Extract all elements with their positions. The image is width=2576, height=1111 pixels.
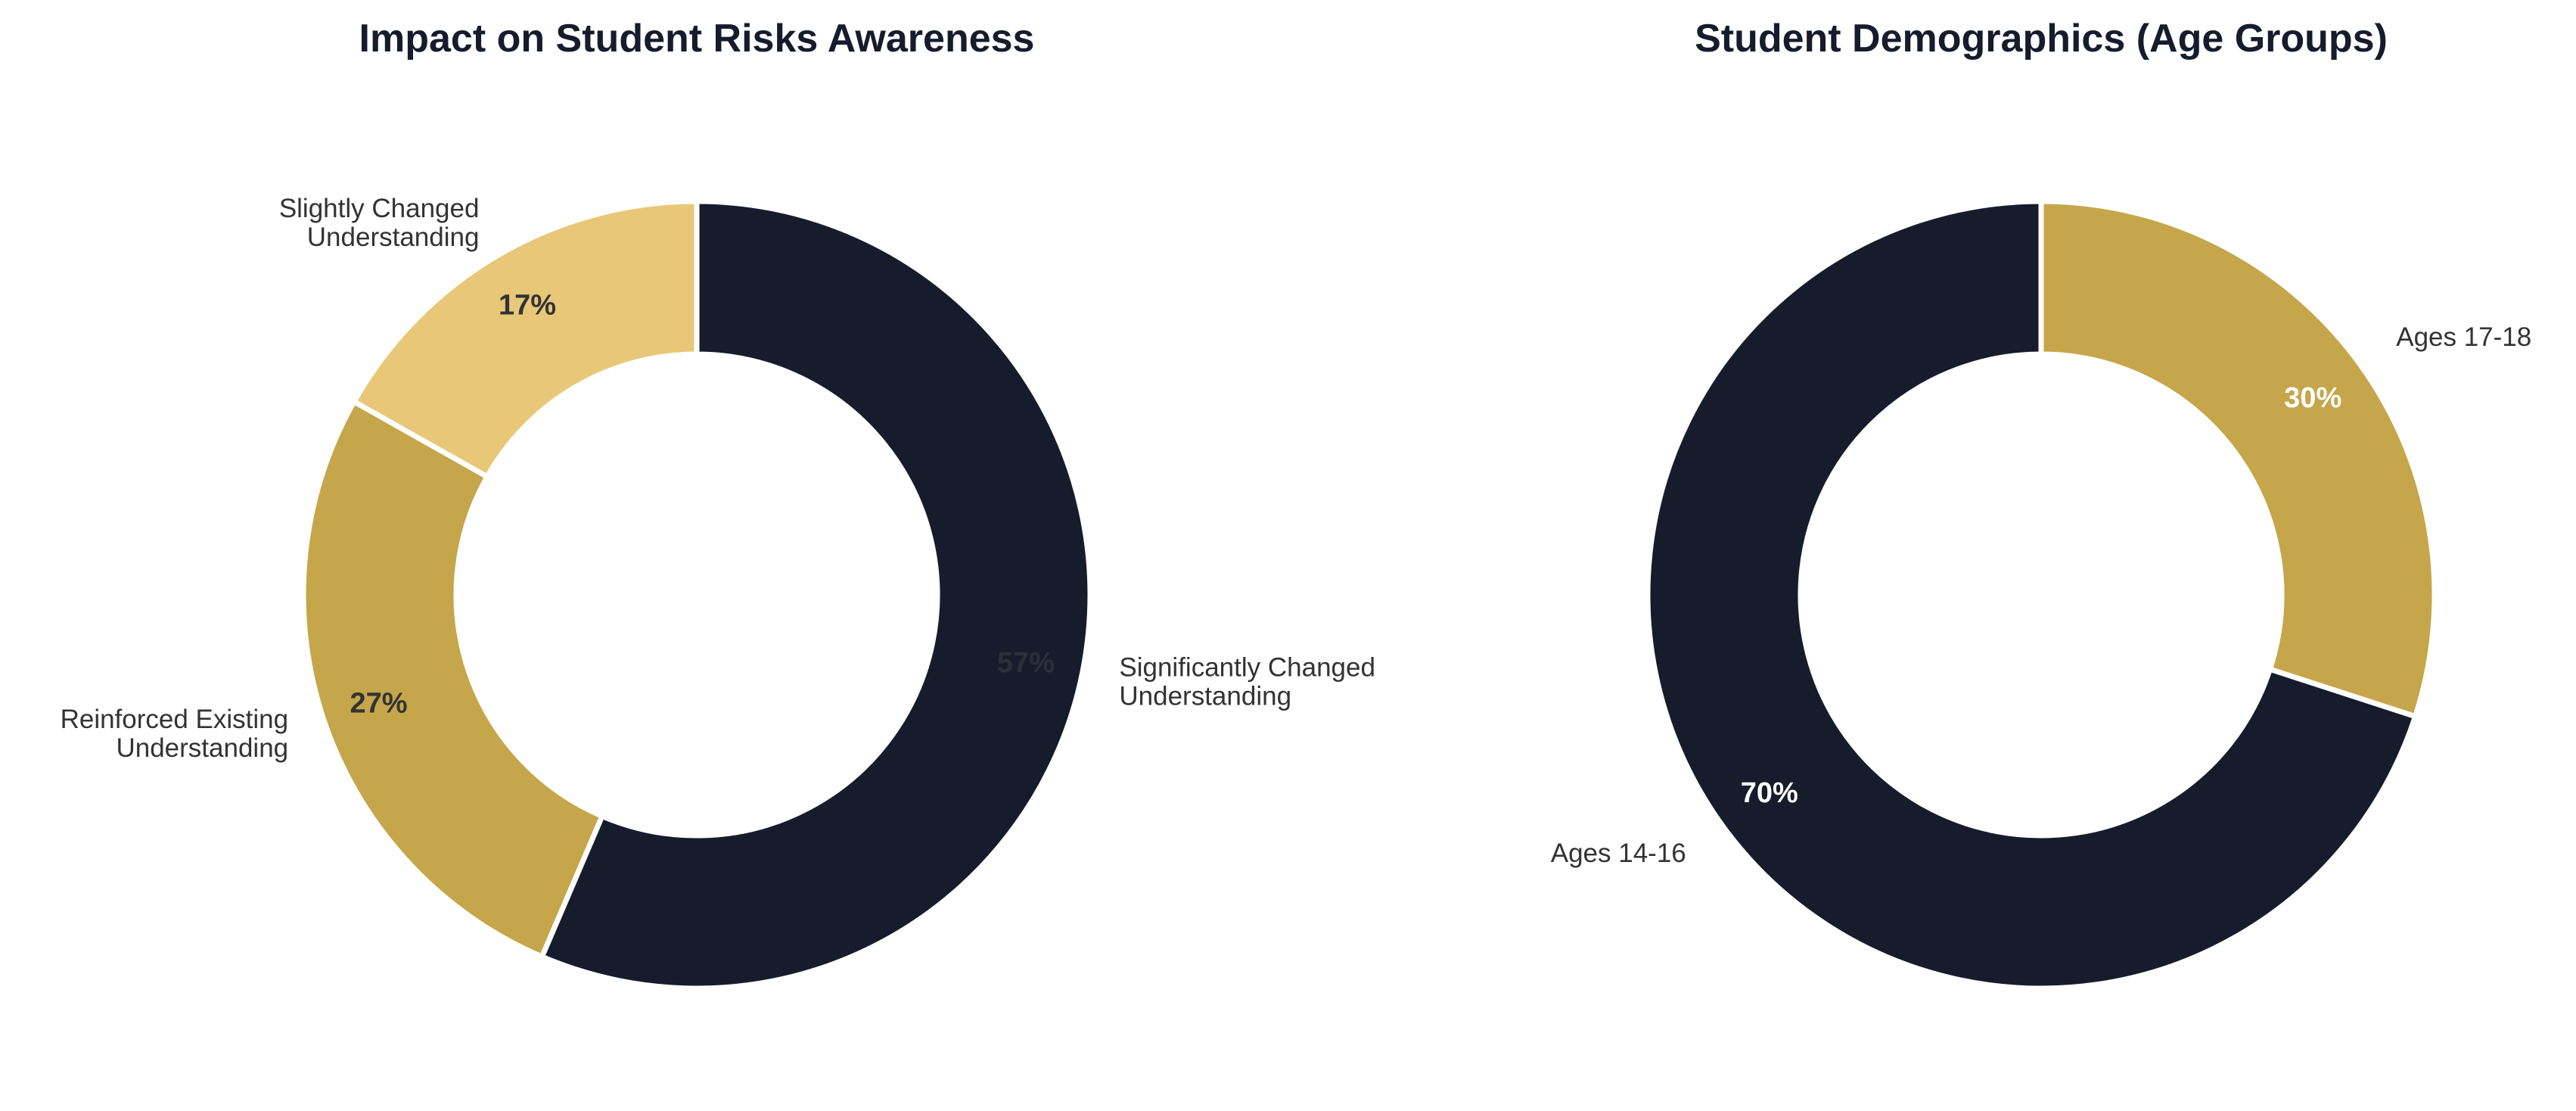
donut-slices <box>1645 198 2438 991</box>
category-label-ages-17-18: Ages 17-18 <box>2396 322 2531 352</box>
value-label-ages-17-18: 30% <box>2284 382 2341 414</box>
category-labels: Significantly Changed Understanding Reinfo… <box>61 194 1375 763</box>
chart-title: Impact on Student Risks Awareness <box>359 17 1035 61</box>
value-label-significantly-changed-understanding: 57% <box>997 647 1055 679</box>
value-label-ages-14-16: 70% <box>1741 777 1798 809</box>
category-labels: Ages 17-18 Ages 14-16 <box>1551 322 2532 868</box>
value-label-slightly-changed-understanding: 17% <box>499 290 556 322</box>
category-label-ages-14-16: Ages 14-16 <box>1551 839 1686 868</box>
donut-chart-risk-awareness: Impact on Student Risks Awareness 57% 27%… <box>61 17 1375 991</box>
category-label-slightly-changed-understanding: Slightly Changed Understanding <box>279 194 480 252</box>
donut-slices <box>300 198 1093 991</box>
slice-ages-17-18 <box>2038 198 2438 720</box>
category-label-significantly-changed-understanding: Significantly Changed Understanding <box>1119 652 1375 711</box>
slice-slightly-changed-understanding <box>350 198 700 481</box>
slice-reinforced-existing-understanding <box>300 397 606 960</box>
percentage-labels: 57% 27% 17% <box>350 290 1055 720</box>
slice-ages-14-16 <box>1645 198 2419 991</box>
chart-title: Student Demographics (Age Groups) <box>1695 17 2388 61</box>
category-label-reinforced-existing-understanding: Reinforced Existing Understanding <box>61 705 289 763</box>
slice-significantly-changed-understanding <box>538 198 1093 991</box>
percentage-labels: 30% 70% <box>1741 382 2341 809</box>
value-label-reinforced-existing-understanding: 27% <box>350 687 407 719</box>
donut-chart-age-groups: Student Demographics (Age Groups) 30% 70%… <box>1551 17 2532 991</box>
